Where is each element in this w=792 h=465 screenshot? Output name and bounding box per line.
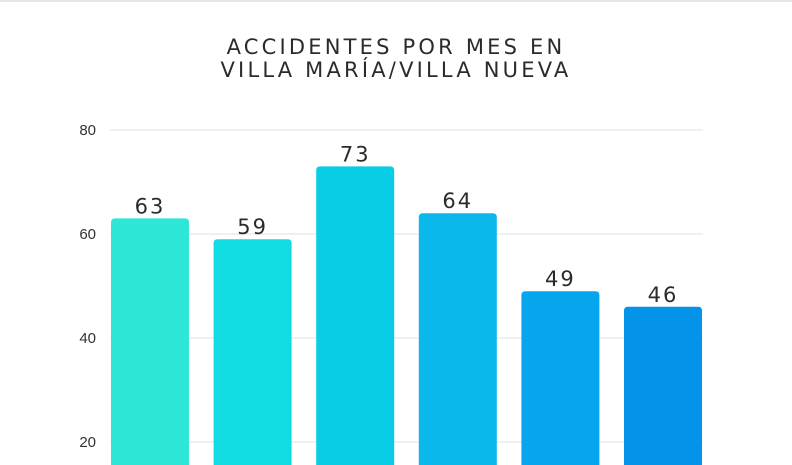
bar-value-label: 59 [237,215,268,239]
bar [316,166,395,465]
bar-value-label: 46 [648,283,679,307]
bar [111,218,189,465]
bar [418,213,497,465]
bar-value-label: 63 [135,194,166,218]
y-tick-label: 40 [79,330,96,347]
y-tick-label: 80 [79,122,96,139]
bar [213,239,292,465]
bar-value-label: 73 [340,142,371,166]
y-tick-label: 60 [79,226,96,243]
bar [521,291,600,465]
chart-title: ACCIDENTES POR MES EN VILLA MARÍA/VILLA … [0,36,792,82]
chart-title-line-2: VILLA MARÍA/VILLA NUEVA [220,58,572,82]
top-border [0,0,792,2]
y-tick-label: 20 [79,434,96,451]
bar [624,306,702,465]
bar-value-label: 64 [442,189,473,213]
chart-title-line-1: ACCIDENTES POR MES EN [226,35,566,59]
bar-value-label: 49 [545,267,576,291]
